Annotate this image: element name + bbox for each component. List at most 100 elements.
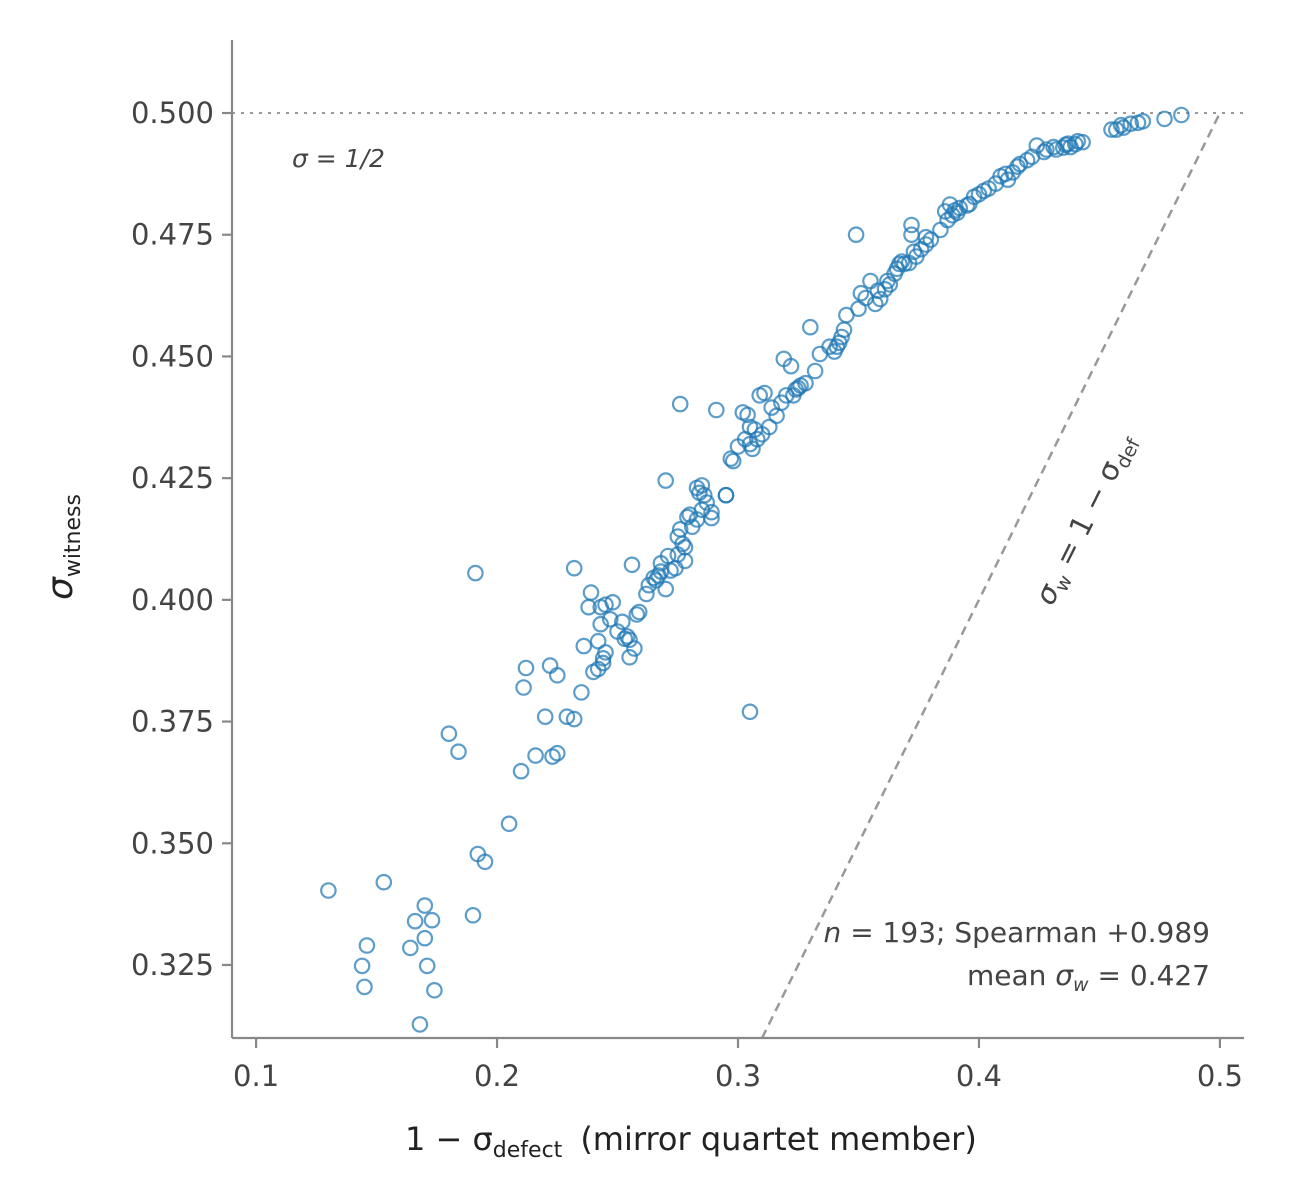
data-point [1156,110,1173,128]
data-point [671,520,689,538]
data-point [997,165,1014,183]
data-point [616,630,634,648]
data-point [515,679,532,696]
data-point [736,430,754,448]
data-point [801,318,819,336]
y-ticks: 0.325 0.350 0.375 0.400 0.425 0.450 0.475 0.500 [131,96,232,982]
data-point [1038,141,1055,158]
data-point [416,929,434,947]
data-point [679,508,696,526]
data-point [558,708,576,725]
data-point [582,584,600,601]
stats-line-2: mean σw = 0.427 [967,959,1210,996]
data-point [707,401,725,419]
data-point [585,663,602,681]
data-point [1173,106,1190,124]
data-point [676,538,694,556]
data-point [580,598,597,616]
data-point [423,911,441,929]
data-point [917,236,935,253]
data-point [613,613,631,631]
data-point [592,615,609,633]
y-tick-label: 0.450 [131,339,214,373]
data-point [353,957,371,975]
data-point [406,912,424,930]
data-point [1122,115,1140,132]
y-tick-label: 0.425 [131,461,214,495]
data-point [833,328,850,346]
data-point [618,628,636,645]
data-point [876,280,894,298]
data-point [645,569,662,587]
data-point [698,494,715,511]
data-point [773,394,790,411]
x-tick-label: 0.5 [1197,1059,1243,1093]
data-point [683,518,701,536]
data-point [903,226,920,243]
data-point [922,231,940,248]
data-point [789,379,807,397]
x-tick-label: 0.2 [474,1059,520,1093]
data-point [565,710,583,728]
data-point [512,762,530,780]
data-point [589,632,607,650]
data-point [630,603,648,621]
data-point [893,253,911,270]
y-tick-label: 0.500 [131,96,214,130]
y-tick-label: 0.325 [131,948,214,982]
diagonal-label: σw = 1 − σdef [1028,427,1146,612]
data-point [601,610,619,628]
data-point [544,748,561,765]
data-point [862,272,879,290]
data-point [806,362,824,380]
data-point [1112,116,1130,134]
data-point [869,282,887,299]
x-tick-label: 0.3 [715,1059,761,1093]
data-point [1108,121,1125,138]
data-point [734,404,752,421]
data-point [975,182,993,200]
x-tick-label: 0.4 [956,1059,1002,1093]
data-point [703,503,720,521]
data-point [517,659,535,677]
hline-label: σ = 1/2 [292,144,385,173]
data-point [717,486,735,504]
data-point [464,906,482,924]
data-point [575,637,593,655]
data-point [987,175,1005,192]
data-point [857,289,874,307]
data-point [657,472,674,489]
data-point [879,272,896,290]
data-point [1047,141,1065,158]
data-point [958,197,976,214]
data-point [746,421,764,438]
axes: 0.1 0.2 0.3 0.4 0.5 0.325 0.350 0.375 0.400 0.42… [131,40,1244,1093]
x-ticks: 0.1 0.2 0.3 0.4 0.5 [233,1038,1243,1093]
data-point [662,562,679,579]
data-point [411,1016,429,1033]
data-point [356,978,373,996]
data-point [628,606,646,623]
data-point [751,387,768,404]
y-tick-label: 0.375 [131,705,214,739]
data-point [847,226,865,243]
data-point [548,666,566,684]
data-point [418,957,436,975]
data-point [320,882,337,899]
data-point [671,395,689,413]
data-point [741,703,759,721]
data-point [775,350,793,368]
data-point [638,585,655,603]
data-point [936,203,954,220]
data-point [741,435,759,453]
data-point [1129,114,1147,132]
data-point [594,649,612,667]
data-point [573,684,590,701]
data-point [621,648,638,666]
data-point [416,897,434,914]
y-axis-label: σwitness [40,494,86,600]
data-point [905,243,923,261]
data-point [1035,143,1053,161]
x-tick-label: 0.1 [233,1059,279,1093]
